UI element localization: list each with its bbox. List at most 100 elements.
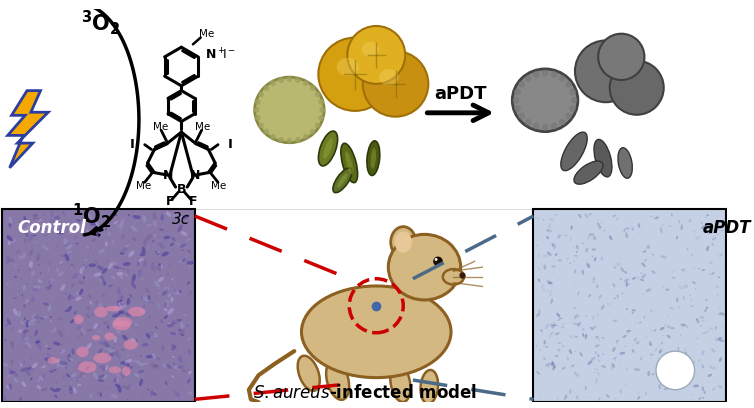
Ellipse shape <box>178 355 183 363</box>
Ellipse shape <box>113 266 120 269</box>
Ellipse shape <box>602 229 606 231</box>
Ellipse shape <box>645 288 651 292</box>
Ellipse shape <box>20 363 22 367</box>
Text: B: B <box>176 182 186 195</box>
Ellipse shape <box>585 248 588 253</box>
Ellipse shape <box>19 397 23 401</box>
Ellipse shape <box>115 384 117 386</box>
Ellipse shape <box>118 385 121 393</box>
Ellipse shape <box>614 298 616 299</box>
Ellipse shape <box>168 294 170 297</box>
Ellipse shape <box>620 278 622 280</box>
Ellipse shape <box>590 327 593 330</box>
Ellipse shape <box>686 248 688 251</box>
Ellipse shape <box>595 336 599 338</box>
Ellipse shape <box>287 138 293 144</box>
Ellipse shape <box>718 277 720 278</box>
Ellipse shape <box>626 282 628 287</box>
Text: N$^+$: N$^+$ <box>204 47 225 62</box>
Ellipse shape <box>170 332 176 335</box>
Ellipse shape <box>24 284 29 286</box>
Ellipse shape <box>573 322 575 325</box>
Ellipse shape <box>100 276 105 278</box>
Ellipse shape <box>183 314 187 316</box>
Ellipse shape <box>20 223 21 226</box>
Ellipse shape <box>152 302 154 304</box>
Ellipse shape <box>126 363 130 367</box>
Ellipse shape <box>617 218 618 220</box>
Ellipse shape <box>139 379 143 386</box>
Ellipse shape <box>692 230 696 233</box>
Ellipse shape <box>158 264 164 267</box>
Ellipse shape <box>51 211 54 217</box>
Ellipse shape <box>70 390 72 393</box>
Ellipse shape <box>28 367 30 370</box>
Ellipse shape <box>538 267 540 270</box>
Ellipse shape <box>695 236 700 239</box>
Ellipse shape <box>592 315 594 321</box>
Ellipse shape <box>112 348 115 353</box>
Ellipse shape <box>633 345 634 346</box>
Ellipse shape <box>180 231 188 236</box>
Ellipse shape <box>124 312 132 317</box>
Ellipse shape <box>113 214 118 216</box>
Ellipse shape <box>561 132 587 171</box>
Ellipse shape <box>60 349 66 354</box>
Ellipse shape <box>691 305 694 307</box>
Ellipse shape <box>298 356 320 391</box>
Ellipse shape <box>686 338 687 339</box>
Ellipse shape <box>551 298 553 302</box>
Ellipse shape <box>634 368 640 371</box>
Ellipse shape <box>538 253 540 257</box>
Ellipse shape <box>303 80 308 86</box>
Ellipse shape <box>43 246 49 250</box>
Ellipse shape <box>651 373 655 375</box>
Ellipse shape <box>176 319 181 322</box>
Ellipse shape <box>619 363 621 364</box>
Ellipse shape <box>25 233 29 237</box>
Ellipse shape <box>97 303 103 306</box>
Ellipse shape <box>20 321 24 325</box>
Ellipse shape <box>673 308 674 310</box>
Text: Me: Me <box>152 122 168 132</box>
Ellipse shape <box>624 228 626 232</box>
Ellipse shape <box>676 378 679 383</box>
Ellipse shape <box>23 331 26 334</box>
Ellipse shape <box>580 352 583 357</box>
Ellipse shape <box>93 353 112 363</box>
Ellipse shape <box>125 273 128 277</box>
Ellipse shape <box>713 388 716 390</box>
Ellipse shape <box>670 327 675 329</box>
Ellipse shape <box>711 272 715 275</box>
Ellipse shape <box>569 89 576 95</box>
Ellipse shape <box>88 293 91 298</box>
Ellipse shape <box>9 384 12 390</box>
Ellipse shape <box>142 394 143 395</box>
Ellipse shape <box>160 319 164 324</box>
Ellipse shape <box>302 286 451 378</box>
Ellipse shape <box>637 276 639 279</box>
Ellipse shape <box>25 299 29 304</box>
Ellipse shape <box>147 389 149 390</box>
Ellipse shape <box>543 357 546 359</box>
Ellipse shape <box>149 335 155 337</box>
Ellipse shape <box>689 295 691 296</box>
Ellipse shape <box>31 271 35 277</box>
Ellipse shape <box>638 223 640 228</box>
Ellipse shape <box>574 161 603 184</box>
Text: $\mathbf{^1O_2}$: $\mathbf{^1O_2}$ <box>72 202 112 231</box>
Ellipse shape <box>625 384 626 386</box>
Ellipse shape <box>315 122 320 128</box>
Ellipse shape <box>255 115 261 121</box>
Ellipse shape <box>181 334 185 336</box>
Ellipse shape <box>693 385 699 388</box>
Ellipse shape <box>156 266 161 272</box>
Ellipse shape <box>702 397 704 399</box>
Ellipse shape <box>155 326 158 329</box>
Ellipse shape <box>582 328 584 331</box>
Ellipse shape <box>278 137 284 143</box>
Ellipse shape <box>564 395 568 400</box>
Ellipse shape <box>45 345 48 347</box>
Ellipse shape <box>32 363 38 368</box>
Ellipse shape <box>146 234 152 241</box>
